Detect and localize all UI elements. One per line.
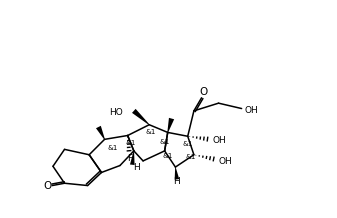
Text: OH: OH bbox=[245, 106, 258, 115]
Text: &1: &1 bbox=[107, 145, 118, 151]
Text: HO: HO bbox=[109, 108, 123, 117]
Text: F: F bbox=[127, 154, 132, 163]
Text: &1: &1 bbox=[183, 141, 193, 147]
Text: H: H bbox=[174, 177, 180, 186]
Polygon shape bbox=[175, 167, 179, 180]
Text: &1: &1 bbox=[146, 129, 156, 135]
Text: &1: &1 bbox=[126, 140, 136, 146]
Text: &1: &1 bbox=[159, 139, 170, 145]
Text: &1: &1 bbox=[186, 154, 196, 160]
Polygon shape bbox=[130, 151, 134, 165]
Text: &1: &1 bbox=[162, 153, 173, 158]
Text: OH: OH bbox=[218, 157, 232, 166]
Polygon shape bbox=[132, 109, 150, 125]
Text: H: H bbox=[133, 163, 140, 172]
Polygon shape bbox=[167, 118, 174, 133]
Text: O: O bbox=[43, 181, 52, 191]
Polygon shape bbox=[96, 126, 105, 140]
Text: O: O bbox=[199, 87, 207, 97]
Text: OH: OH bbox=[212, 136, 226, 145]
